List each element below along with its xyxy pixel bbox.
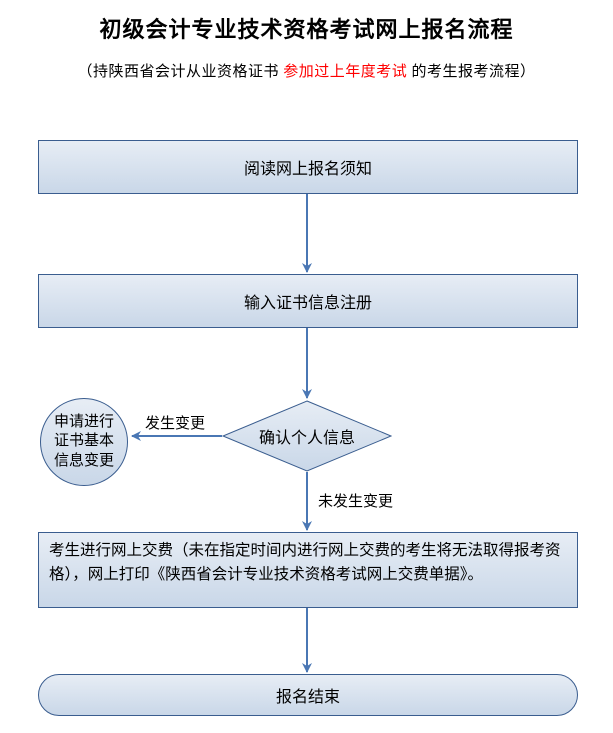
flowchart-canvas: 阅读网上报名须知 输入证书信息注册 确认个人信息 申请进行证书基本信息变更 考生…	[0, 12, 613, 733]
node-end: 报名结束	[38, 674, 578, 716]
node-change: 申请进行证书基本信息变更	[40, 398, 128, 486]
node-step1-label: 阅读网上报名须知	[244, 155, 372, 179]
edge-label-no-change: 未发生变更	[318, 490, 393, 511]
node-step2: 输入证书信息注册	[38, 274, 578, 328]
node-decision: 确认个人信息	[222, 400, 392, 472]
node-pay-label: 考生进行网上交费（未在指定时间内进行网上交费的考生将无法取得报考资格），网上打印…	[49, 539, 567, 587]
node-change-label: 申请进行证书基本信息变更	[54, 413, 114, 472]
node-end-label: 报名结束	[276, 683, 340, 707]
edge-label-yes-change: 发生变更	[145, 412, 205, 433]
node-decision-label: 确认个人信息	[259, 424, 355, 448]
flow-arrows	[0, 12, 613, 733]
node-step1: 阅读网上报名须知	[38, 140, 578, 194]
node-step2-label: 输入证书信息注册	[244, 289, 372, 313]
node-pay: 考生进行网上交费（未在指定时间内进行网上交费的考生将无法取得报考资格），网上打印…	[38, 532, 578, 608]
